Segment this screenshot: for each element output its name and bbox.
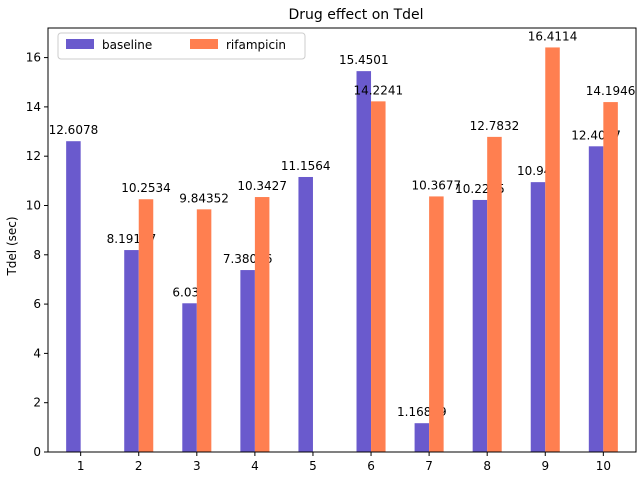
legend-swatch-rifampicin xyxy=(190,39,218,49)
bar-rifampicin-8 xyxy=(487,136,502,452)
bar-baseline-1 xyxy=(66,141,81,452)
bar-baseline-8 xyxy=(472,199,488,452)
bar-rifampicin-9 xyxy=(545,47,560,452)
bar-rifampicin-3 xyxy=(196,209,212,452)
bar-rifampicin-4 xyxy=(254,197,270,452)
data-label-rifampicin-9: 16.4114 xyxy=(528,29,578,43)
x-tick-label-1: 1 xyxy=(77,459,85,473)
legend: baseline rifampicin xyxy=(57,32,306,60)
y-tick-label-0: 0 xyxy=(33,445,41,459)
bar-rifampicin-2 xyxy=(138,199,154,452)
legend-box xyxy=(57,32,306,60)
legend-swatch-baseline xyxy=(66,39,94,49)
axes-frame xyxy=(47,27,637,453)
y-tick-label-16: 16 xyxy=(26,51,41,65)
bar-baseline-6 xyxy=(356,71,372,452)
y-tick-label-10: 10 xyxy=(26,198,41,212)
x-tick-label-2: 2 xyxy=(135,459,143,473)
bar-baseline-2 xyxy=(124,250,139,452)
bar-baseline-9 xyxy=(530,182,546,452)
x-tick-label-3: 3 xyxy=(193,459,201,473)
plot-area: 12.60788.191676.0337.3801611.156415.4501… xyxy=(26,27,637,473)
x-tick-label-6: 6 xyxy=(367,459,375,473)
data-label-rifampicin-8: 12.7832 xyxy=(470,119,520,133)
bar-baseline-5 xyxy=(298,176,313,453)
x-tick-label-5: 5 xyxy=(309,459,317,473)
bar-baseline-7 xyxy=(414,423,430,452)
data-label-rifampicin-4: 10.3427 xyxy=(237,179,287,193)
legend-label-baseline: baseline xyxy=(102,38,152,52)
y-tick-label-6: 6 xyxy=(33,297,41,311)
data-label-rifampicin-7: 10.3677 xyxy=(412,178,462,192)
bar-rifampicin-6 xyxy=(371,101,386,452)
bar-baseline-10 xyxy=(588,146,604,452)
data-label-baseline-1: 12.6078 xyxy=(49,123,99,137)
data-label-baseline-5: 11.1564 xyxy=(281,159,331,173)
data-label-rifampicin-10: 14.1946 xyxy=(586,84,636,98)
data-label-rifampicin-3: 9.84352 xyxy=(179,191,229,205)
bar-baseline-4 xyxy=(240,270,255,452)
x-tick-label-8: 8 xyxy=(483,459,491,473)
x-tick-label-7: 7 xyxy=(425,459,433,473)
bar-rifampicin-10 xyxy=(603,102,618,452)
data-label-rifampicin-2: 10.2534 xyxy=(121,181,171,195)
bar-baseline-3 xyxy=(182,303,197,452)
data-label-rifampicin-6: 14.2241 xyxy=(353,83,403,97)
data-label-baseline-6: 15.4501 xyxy=(339,53,389,67)
chart-title: Drug effect on Tdel xyxy=(288,7,423,23)
legend-label-rifampicin: rifampicin xyxy=(226,38,286,52)
x-tick-label-10: 10 xyxy=(596,459,611,473)
y-tick-label-4: 4 xyxy=(33,346,41,360)
y-tick-label-2: 2 xyxy=(33,396,41,410)
y-tick-label-14: 14 xyxy=(26,100,41,114)
x-tick-label-9: 9 xyxy=(541,459,549,473)
y-tick-label-12: 12 xyxy=(26,149,41,163)
y-tick-label-8: 8 xyxy=(33,248,41,262)
bar-rifampicin-7 xyxy=(429,196,444,452)
x-tick-label-4: 4 xyxy=(251,459,259,473)
y-axis-label: Tdel (sec) xyxy=(5,216,19,276)
